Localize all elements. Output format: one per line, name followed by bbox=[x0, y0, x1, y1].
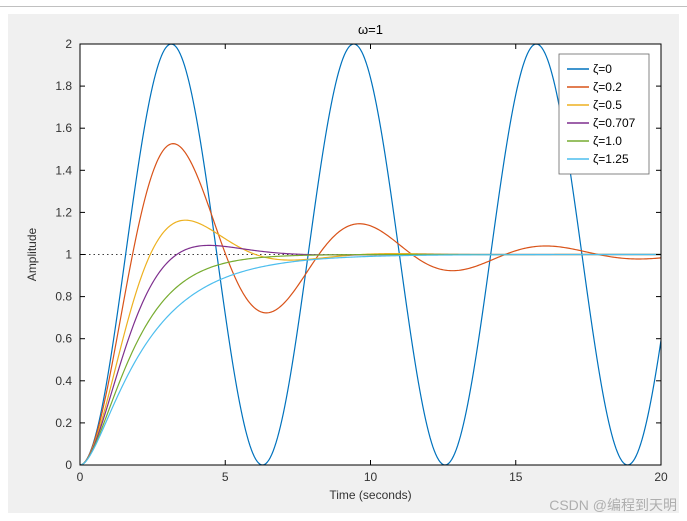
toolbar-separator bbox=[0, 6, 687, 7]
svg-text:0: 0 bbox=[65, 458, 72, 472]
legend[interactable]: ζ=0 ζ=0.2 ζ=0.5 ζ=0.707 ζ=1.0 ζ=1.25 bbox=[559, 54, 649, 174]
y-axis-label: Amplitude bbox=[25, 228, 39, 282]
svg-text:0.2: 0.2 bbox=[55, 416, 72, 430]
figure-panel: 0 5 10 15 20 0 0.2 0.4 0.6 0.8 1 1.2 1.4 1.6 1.8 2 Time … bbox=[8, 14, 679, 513]
svg-text:15: 15 bbox=[509, 470, 523, 484]
chart-title: ω=1 bbox=[358, 22, 383, 37]
svg-text:ζ=0.2: ζ=0.2 bbox=[593, 80, 622, 94]
step-response-chart: 0 5 10 15 20 0 0.2 0.4 0.6 0.8 1 1.2 1.4 1.6 1.8 2 Time … bbox=[8, 14, 679, 513]
svg-text:ζ=0: ζ=0 bbox=[593, 62, 612, 76]
svg-text:ζ=0.707: ζ=0.707 bbox=[593, 116, 636, 130]
svg-text:1.6: 1.6 bbox=[55, 121, 72, 135]
x-axis-label: Time (seconds) bbox=[329, 488, 411, 502]
svg-text:20: 20 bbox=[654, 470, 668, 484]
svg-text:0.8: 0.8 bbox=[55, 290, 72, 304]
svg-text:5: 5 bbox=[222, 470, 229, 484]
svg-text:ζ=0.5: ζ=0.5 bbox=[593, 98, 622, 112]
svg-text:10: 10 bbox=[364, 470, 378, 484]
svg-text:1.4: 1.4 bbox=[55, 163, 72, 177]
svg-text:0.6: 0.6 bbox=[55, 332, 72, 346]
svg-text:1.8: 1.8 bbox=[55, 79, 72, 93]
figure-window: 0 5 10 15 20 0 0.2 0.4 0.6 0.8 1 1.2 1.4 1.6 1.8 2 Time … bbox=[0, 0, 687, 521]
svg-text:1: 1 bbox=[65, 248, 72, 262]
svg-text:0: 0 bbox=[77, 470, 84, 484]
svg-text:0.4: 0.4 bbox=[55, 374, 72, 388]
svg-text:ζ=1.0: ζ=1.0 bbox=[593, 134, 622, 148]
svg-text:2: 2 bbox=[65, 37, 72, 51]
svg-text:ζ=1.25: ζ=1.25 bbox=[593, 152, 629, 166]
svg-text:1.2: 1.2 bbox=[55, 205, 72, 219]
